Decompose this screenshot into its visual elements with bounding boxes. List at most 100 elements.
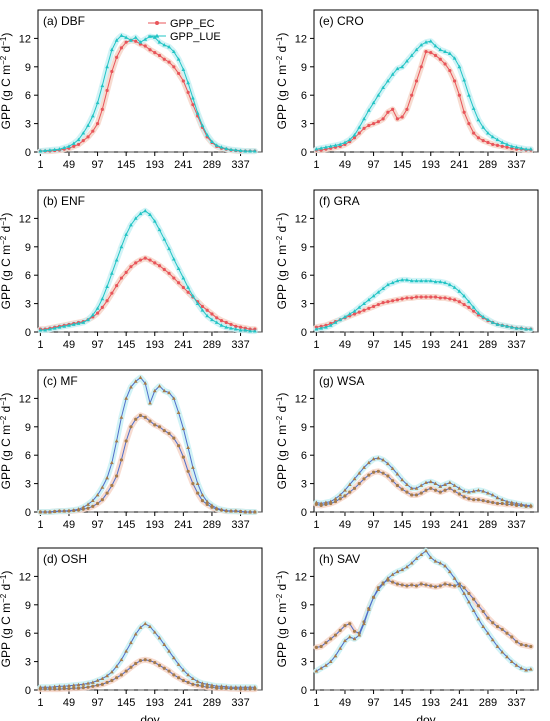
data-point-lue — [486, 317, 490, 322]
data-point-lue — [495, 495, 500, 500]
data-point-lue — [371, 456, 376, 461]
data-point-lue — [462, 489, 467, 493]
data-point-lue — [148, 401, 152, 405]
data-point-ec — [500, 627, 504, 632]
data-point-lue — [452, 56, 457, 60]
data-point-lue — [71, 508, 76, 512]
y-axis-label-part: d — [0, 584, 13, 594]
data-point-lue — [214, 143, 219, 147]
data-point-ec — [100, 305, 104, 309]
data-point-lue — [243, 685, 248, 689]
data-point-lue — [105, 673, 110, 678]
series-line-ec — [316, 51, 531, 151]
data-point-ec — [91, 684, 95, 688]
data-point-lue — [109, 460, 114, 465]
data-point-lue — [190, 96, 195, 100]
x-tick-label: 49 — [339, 519, 351, 531]
data-point-ec — [176, 676, 181, 680]
data-point-lue — [419, 43, 424, 47]
data-point-ec — [138, 659, 143, 663]
data-point-ec — [157, 663, 162, 667]
data-point-lue — [328, 499, 333, 503]
data-point-lue — [171, 655, 176, 660]
data-point-lue — [443, 280, 447, 285]
y-tick-label: 6 — [25, 628, 31, 640]
y-axis-label: GPP (g C m−2 d−1) — [0, 571, 13, 668]
data-point-ec — [324, 641, 328, 645]
data-point-lue — [400, 477, 405, 482]
y-tick-label: 9 — [25, 600, 31, 612]
data-point-ec — [395, 483, 400, 488]
data-point-lue — [357, 305, 362, 309]
data-point-lue — [471, 489, 476, 493]
data-point-ec — [495, 624, 500, 629]
data-point-ec — [400, 297, 404, 301]
data-point-lue — [414, 556, 419, 560]
series-band-lue — [37, 207, 258, 335]
data-point-lue — [171, 257, 176, 261]
panel-title: (c) MF — [43, 374, 78, 388]
y-tick-label: 9 — [25, 62, 31, 74]
data-point-ec — [424, 50, 428, 54]
data-point-ec — [86, 685, 90, 689]
panel-4: 0 3 6 9 12 1 49 97 145 193 241 289 337 (c) MF GPP (g C… — [0, 369, 263, 531]
data-point-lue — [390, 280, 395, 285]
data-point-ec — [333, 633, 338, 637]
data-point-ec — [457, 300, 461, 304]
y-axis-label-part: −1 — [275, 216, 284, 226]
data-point-lue — [148, 624, 152, 628]
y-tick-label: 3 — [301, 299, 307, 311]
x-tick-label: 97 — [91, 159, 103, 171]
data-point-ec — [119, 673, 124, 677]
data-point-lue — [524, 327, 528, 331]
data-point-ec — [181, 455, 185, 459]
data-point-lue — [181, 668, 186, 672]
data-point-lue — [210, 683, 214, 687]
data-point-lue — [347, 482, 352, 486]
y-axis-label-part: GPP (g C m — [275, 603, 289, 667]
data-point-ec — [110, 678, 114, 683]
data-point-lue — [119, 415, 124, 419]
data-point-lue — [62, 509, 67, 513]
data-point-ec — [124, 669, 128, 673]
data-point-ec — [129, 265, 133, 269]
series-line-lue — [40, 623, 255, 688]
y-axis-label-part: ) — [0, 393, 13, 397]
series-line-lue — [40, 210, 255, 332]
data-point-ec — [172, 276, 176, 280]
data-point-ec — [105, 491, 109, 495]
data-point-lue — [505, 142, 509, 146]
data-point-ec — [505, 145, 509, 149]
data-point-ec — [119, 46, 124, 50]
y-tick-label: 9 — [25, 422, 31, 434]
data-point-lue — [52, 684, 57, 689]
data-point-lue — [38, 328, 43, 332]
data-point-ec — [343, 494, 347, 498]
series-band-lue — [37, 620, 258, 691]
panel-title: (e) CRO — [319, 14, 364, 28]
x-tick-label: 97 — [91, 697, 103, 709]
data-point-lue — [371, 294, 376, 298]
series-band-lue — [37, 32, 258, 155]
data-point-lue — [452, 285, 457, 289]
data-point-lue — [138, 40, 143, 44]
data-point-lue — [71, 141, 76, 145]
y-axis-label-part: −1 — [275, 36, 284, 46]
data-point-lue — [119, 33, 124, 37]
data-point-ec — [53, 687, 57, 691]
data-point-lue — [162, 388, 167, 393]
data-point-ec — [462, 495, 466, 499]
data-point-lue — [405, 59, 409, 63]
data-point-ec — [467, 591, 471, 596]
data-point-ec — [181, 79, 185, 83]
y-tick-label: 6 — [301, 270, 307, 282]
data-point-lue — [62, 324, 67, 328]
data-point-ec — [405, 107, 409, 111]
data-point-lue — [157, 40, 162, 44]
series-band-lue — [37, 374, 258, 515]
data-point-lue — [143, 381, 148, 385]
data-point-ec — [367, 306, 371, 310]
data-point-ec — [129, 665, 133, 669]
series-line-ec — [40, 39, 255, 152]
data-point-ec — [134, 39, 138, 43]
